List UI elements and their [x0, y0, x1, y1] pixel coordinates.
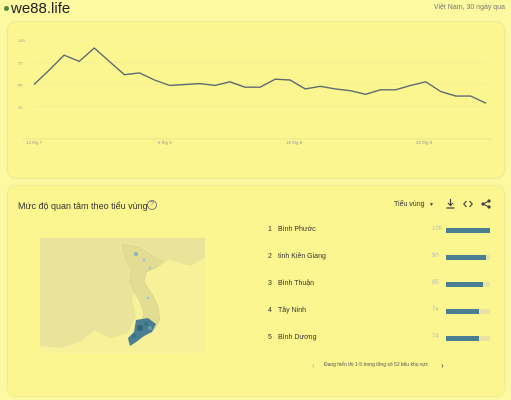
interest-bar: [446, 336, 479, 341]
ranking-row[interactable]: 3 Bình Thuận 85: [266, 277, 496, 293]
top-bar: we88.life Việt Nam, 30 ngày qua: [0, 0, 511, 18]
interest-value: 74: [432, 334, 439, 340]
y-tick-label: 75: [18, 60, 23, 65]
interest-bar-track: [446, 309, 490, 314]
x-tick-label: 18 thg 8: [286, 140, 303, 145]
x-tick-label: 5 thg 8: [158, 140, 172, 145]
subregion-card: Mức độ quan tâm theo tiểu vùng ? Tiểu vù…: [8, 186, 504, 396]
rank-number: 2: [268, 253, 272, 260]
region-name: tỉnh Kiên Giang: [278, 253, 326, 260]
rank-number: 5: [268, 334, 272, 341]
x-tick-label: 22 thg 8: [416, 140, 433, 145]
interest-bar-track: [446, 336, 490, 341]
y-tick-label: 100: [18, 38, 25, 43]
next-page-button[interactable]: ›: [441, 361, 444, 370]
interest-value: 74: [432, 307, 439, 313]
interest-bar: [446, 255, 486, 260]
section-title: Mức độ quan tâm theo tiểu vùng: [18, 201, 148, 211]
y-tick-label: 25: [18, 105, 23, 110]
region-name: Bình Dương: [278, 334, 317, 341]
embed-code-icon[interactable]: [462, 199, 474, 211]
ranking-row[interactable]: 5 Bình Dương 74: [266, 331, 496, 347]
rank-number: 3: [268, 280, 272, 287]
share-icon[interactable]: [481, 199, 491, 211]
rank-number: 1: [268, 226, 272, 233]
download-icon[interactable]: [446, 199, 455, 211]
interest-value: 85: [432, 280, 439, 286]
ranking-row[interactable]: 4 Tây Ninh 74: [266, 304, 496, 320]
subregion-select[interactable]: Tiểu vùng: [394, 201, 425, 208]
ranking-row[interactable]: 1 Bình Phước 100: [266, 223, 496, 239]
region-name: Bình Phước: [278, 226, 316, 233]
chevron-down-icon[interactable]: ▼: [429, 202, 434, 208]
x-tick-label: 12 thg 7: [26, 140, 43, 145]
interest-bar: [446, 228, 490, 233]
interest-bar-track: [446, 228, 490, 233]
interest-value: 90: [432, 253, 439, 259]
pagination-text: Đang hiển thị 1-5 trong tổng số 52 tiểu …: [324, 362, 429, 368]
site-title: we88.life: [11, 0, 71, 17]
y-tick-label: 50: [18, 83, 23, 88]
timeline-chart: 100 75 50 25 12 thg 7 5 thg 8 18 thg 8 22 thg 8: [18, 38, 492, 145]
rank-number: 4: [268, 307, 272, 314]
region-name: Tây Ninh: [278, 307, 307, 314]
ranking-row[interactable]: 2 tỉnh Kiên Giang 90: [266, 250, 496, 266]
vietnam-map[interactable]: [40, 238, 205, 353]
timeline-card: 100 75 50 25 12 thg 7 5 thg 8 18 thg 8 22 thg 8: [8, 22, 504, 178]
previous-page-button[interactable]: ‹: [312, 361, 315, 370]
interest-value: 100: [432, 226, 443, 232]
series-line: [33, 47, 487, 104]
help-circle-icon[interactable]: ?: [147, 200, 157, 210]
interest-bar-track: [446, 255, 490, 260]
interest-bar: [446, 309, 479, 314]
interest-bar: [446, 282, 484, 287]
location-period: Việt Nam, 30 ngày qua: [433, 4, 505, 11]
status-dot: [4, 6, 9, 11]
interest-bar-track: [446, 282, 490, 287]
region-name: Bình Thuận: [278, 280, 315, 287]
